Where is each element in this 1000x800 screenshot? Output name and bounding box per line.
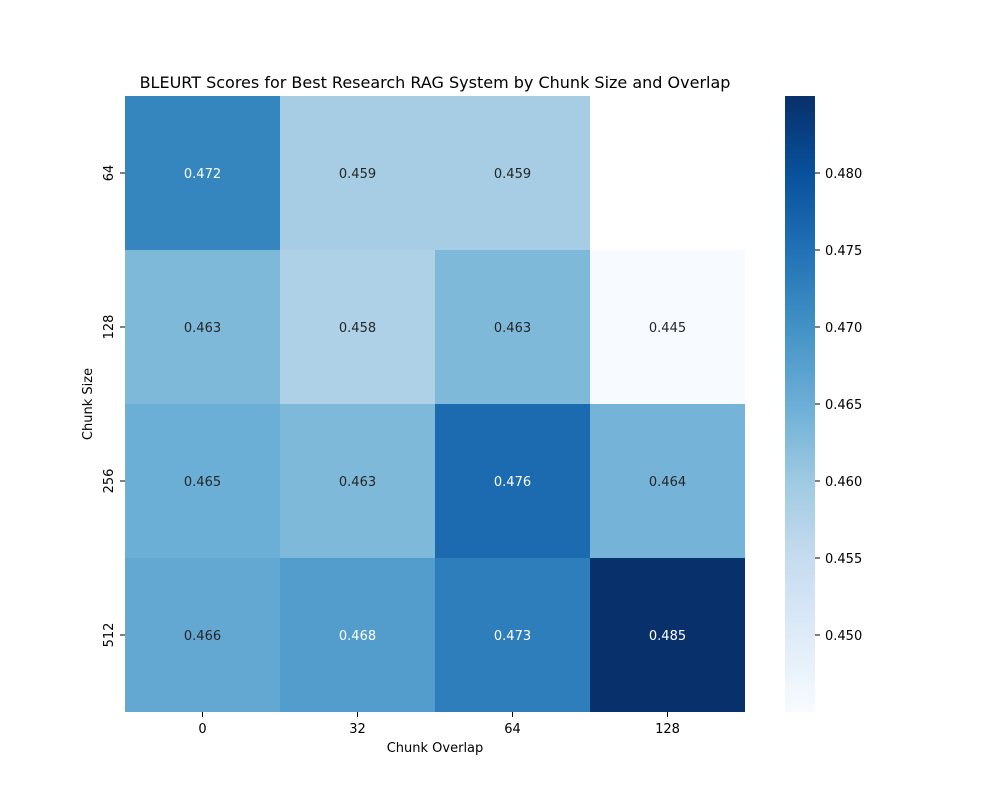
heatmap-cell [435, 558, 590, 712]
heatmap-cell [125, 96, 280, 250]
y-axis: 64 128 256 512 [102, 165, 125, 648]
colorbar: 0.450 0.455 0.460 0.465 0.470 0.475 0.480 [785, 96, 862, 712]
x-tick-label: 32 [349, 722, 366, 737]
cell-value-label: 0.473 [494, 629, 531, 644]
heatmap-cells: 0.472 0.459 0.459 0.463 0.458 0.463 0.445 0.465… [125, 96, 745, 712]
cell-value-label: 0.459 [339, 167, 376, 182]
cell-value-label: 0.476 [494, 475, 531, 490]
x-axis-label: Chunk Overlap [387, 741, 484, 756]
cell-value-label: 0.468 [339, 629, 376, 644]
x-axis: 0 32 64 128 [198, 712, 680, 737]
cell-value-label: 0.463 [339, 475, 376, 490]
x-tick-label: 64 [504, 722, 521, 737]
y-axis-label: Chunk Size [81, 368, 96, 440]
y-tick-label: 128 [102, 315, 117, 340]
cell-value-label: 0.464 [649, 475, 686, 490]
heatmap-cell [125, 250, 280, 404]
heatmap-cell [435, 250, 590, 404]
colorbar-tick-label: 0.450 [825, 629, 862, 644]
cell-value-label: 0.465 [184, 475, 221, 490]
cell-value-label: 0.459 [494, 167, 531, 182]
heatmap-cell [435, 404, 590, 558]
colorbar-tick-label: 0.470 [825, 321, 862, 336]
heatmap-cell [125, 558, 280, 712]
heatmap-cell [590, 250, 745, 404]
colorbar-tick-label: 0.455 [825, 552, 862, 567]
y-tick-label: 512 [102, 623, 117, 648]
heatmap-cell [590, 558, 745, 712]
cell-value-label: 0.485 [649, 629, 686, 644]
heatmap-cell [280, 96, 435, 250]
y-tick-label: 256 [102, 469, 117, 494]
heatmap-cell [280, 250, 435, 404]
heatmap-cell [590, 404, 745, 558]
colorbar-tick-label: 0.460 [825, 475, 862, 490]
cell-value-label: 0.458 [339, 321, 376, 336]
heatmap-cell [125, 404, 280, 558]
heatmap-cell [280, 404, 435, 558]
heatmap-cell [280, 558, 435, 712]
cell-value-label: 0.463 [494, 321, 531, 336]
colorbar-tick-label: 0.465 [825, 398, 862, 413]
chart-title: BLEURT Scores for Best Research RAG Syst… [140, 73, 731, 92]
colorbar-tick-label: 0.475 [825, 244, 862, 259]
cell-value-label: 0.445 [649, 321, 686, 336]
y-tick-label: 64 [102, 165, 117, 182]
colorbar-gradient [785, 96, 815, 712]
x-tick-label: 0 [198, 722, 206, 737]
colorbar-tick-label: 0.480 [825, 167, 862, 182]
cell-value-label: 0.466 [184, 629, 221, 644]
cell-value-label: 0.472 [184, 167, 221, 182]
heatmap-cell [435, 96, 590, 250]
cell-value-label: 0.463 [184, 321, 221, 336]
x-tick-label: 128 [655, 722, 680, 737]
